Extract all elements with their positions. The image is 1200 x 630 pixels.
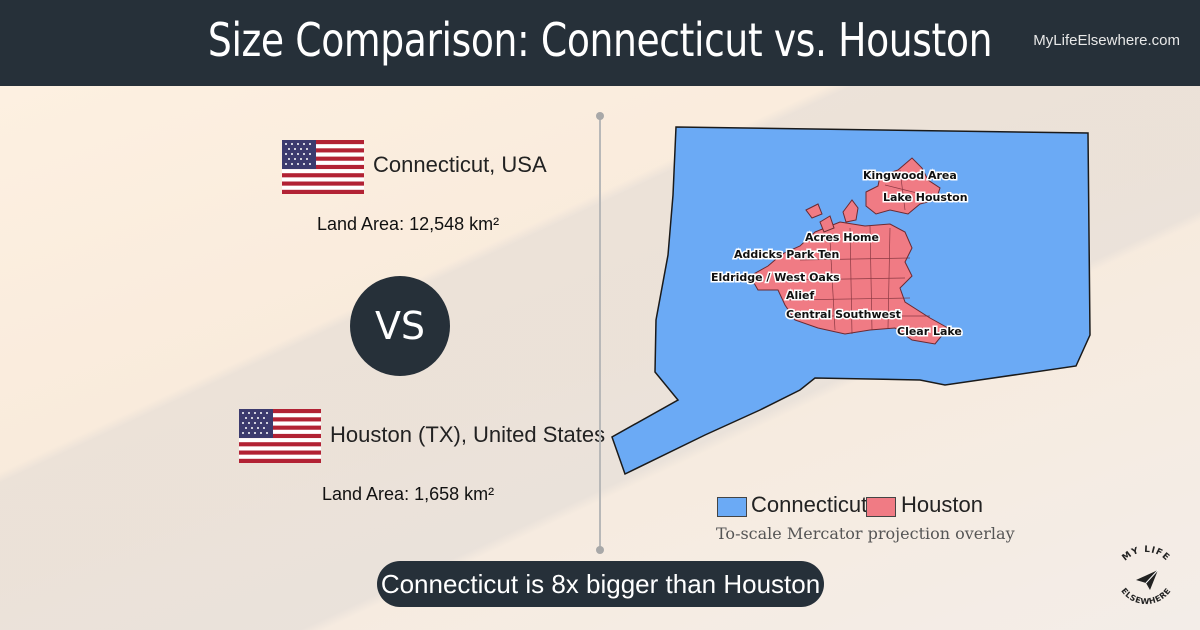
- legend-label-houston: Houston: [901, 492, 983, 517]
- usa-flag-icon: [239, 409, 321, 463]
- place-b-name: Houston (TX), United States: [330, 422, 606, 447]
- logo-text-bottom: ELSEWHERE: [1119, 586, 1172, 606]
- divider-bottom-dot: [596, 546, 604, 554]
- overlay-map: Kingwood Area Lake Houston Acres Home Ad…: [611, 126, 1091, 476]
- district-labels: Kingwood Area Lake Houston Acres Home Ad…: [710, 168, 970, 340]
- svg-text:MY LIFE: MY LIFE: [1121, 545, 1172, 564]
- paper-plane-icon: [1136, 569, 1159, 590]
- page-title: Size Comparison: Connecticut vs. Houston: [207, 13, 993, 67]
- label-lake-houston: Lake Houston: [883, 191, 968, 204]
- place-b-land-area: Land Area: 1,658 km²: [322, 484, 495, 504]
- label-clear-lake: Clear Lake: [897, 325, 962, 338]
- label-eldridge-west-oaks: Eldridge / West Oaks: [711, 271, 840, 284]
- houston-district-lines: [787, 169, 930, 335]
- logo-text-top: MY LIFE: [1121, 545, 1171, 564]
- divider-top-dot: [596, 112, 604, 120]
- legend-swatch-houston: [866, 497, 896, 517]
- mylifeelsewhere-logo: MY LIFE ELSEWHERE: [1119, 545, 1172, 606]
- place-a-land-area: Land Area: 12,548 km²: [317, 214, 500, 234]
- houston-shape: [749, 157, 949, 345]
- map-caption: To-scale Mercator projection overlay: [716, 524, 1015, 543]
- label-acres-home: Acres Home: [805, 231, 879, 244]
- verdict-banner: Connecticut is 8x bigger than Houston: [377, 561, 824, 607]
- header-bar: Size Comparison: Connecticut vs. Houston…: [0, 0, 1200, 86]
- svg-text:ELSEWHERE: ELSEWHERE: [1119, 586, 1172, 606]
- site-link[interactable]: MyLifeElsewhere.com: [1033, 32, 1180, 49]
- legend-swatch-connecticut: [717, 497, 747, 517]
- vs-badge: VS: [350, 276, 450, 376]
- legend-label-connecticut: Connecticut: [751, 492, 868, 517]
- label-kingwood-area: Kingwood Area: [863, 169, 957, 182]
- label-alief: Alief: [786, 289, 815, 302]
- label-central-southwest: Central Southwest: [786, 308, 901, 321]
- usa-flag-icon: [282, 140, 364, 194]
- label-addicks-park-ten: Addicks Park Ten: [734, 248, 839, 261]
- divider: [599, 116, 601, 550]
- place-a-name: Connecticut, USA: [373, 152, 547, 177]
